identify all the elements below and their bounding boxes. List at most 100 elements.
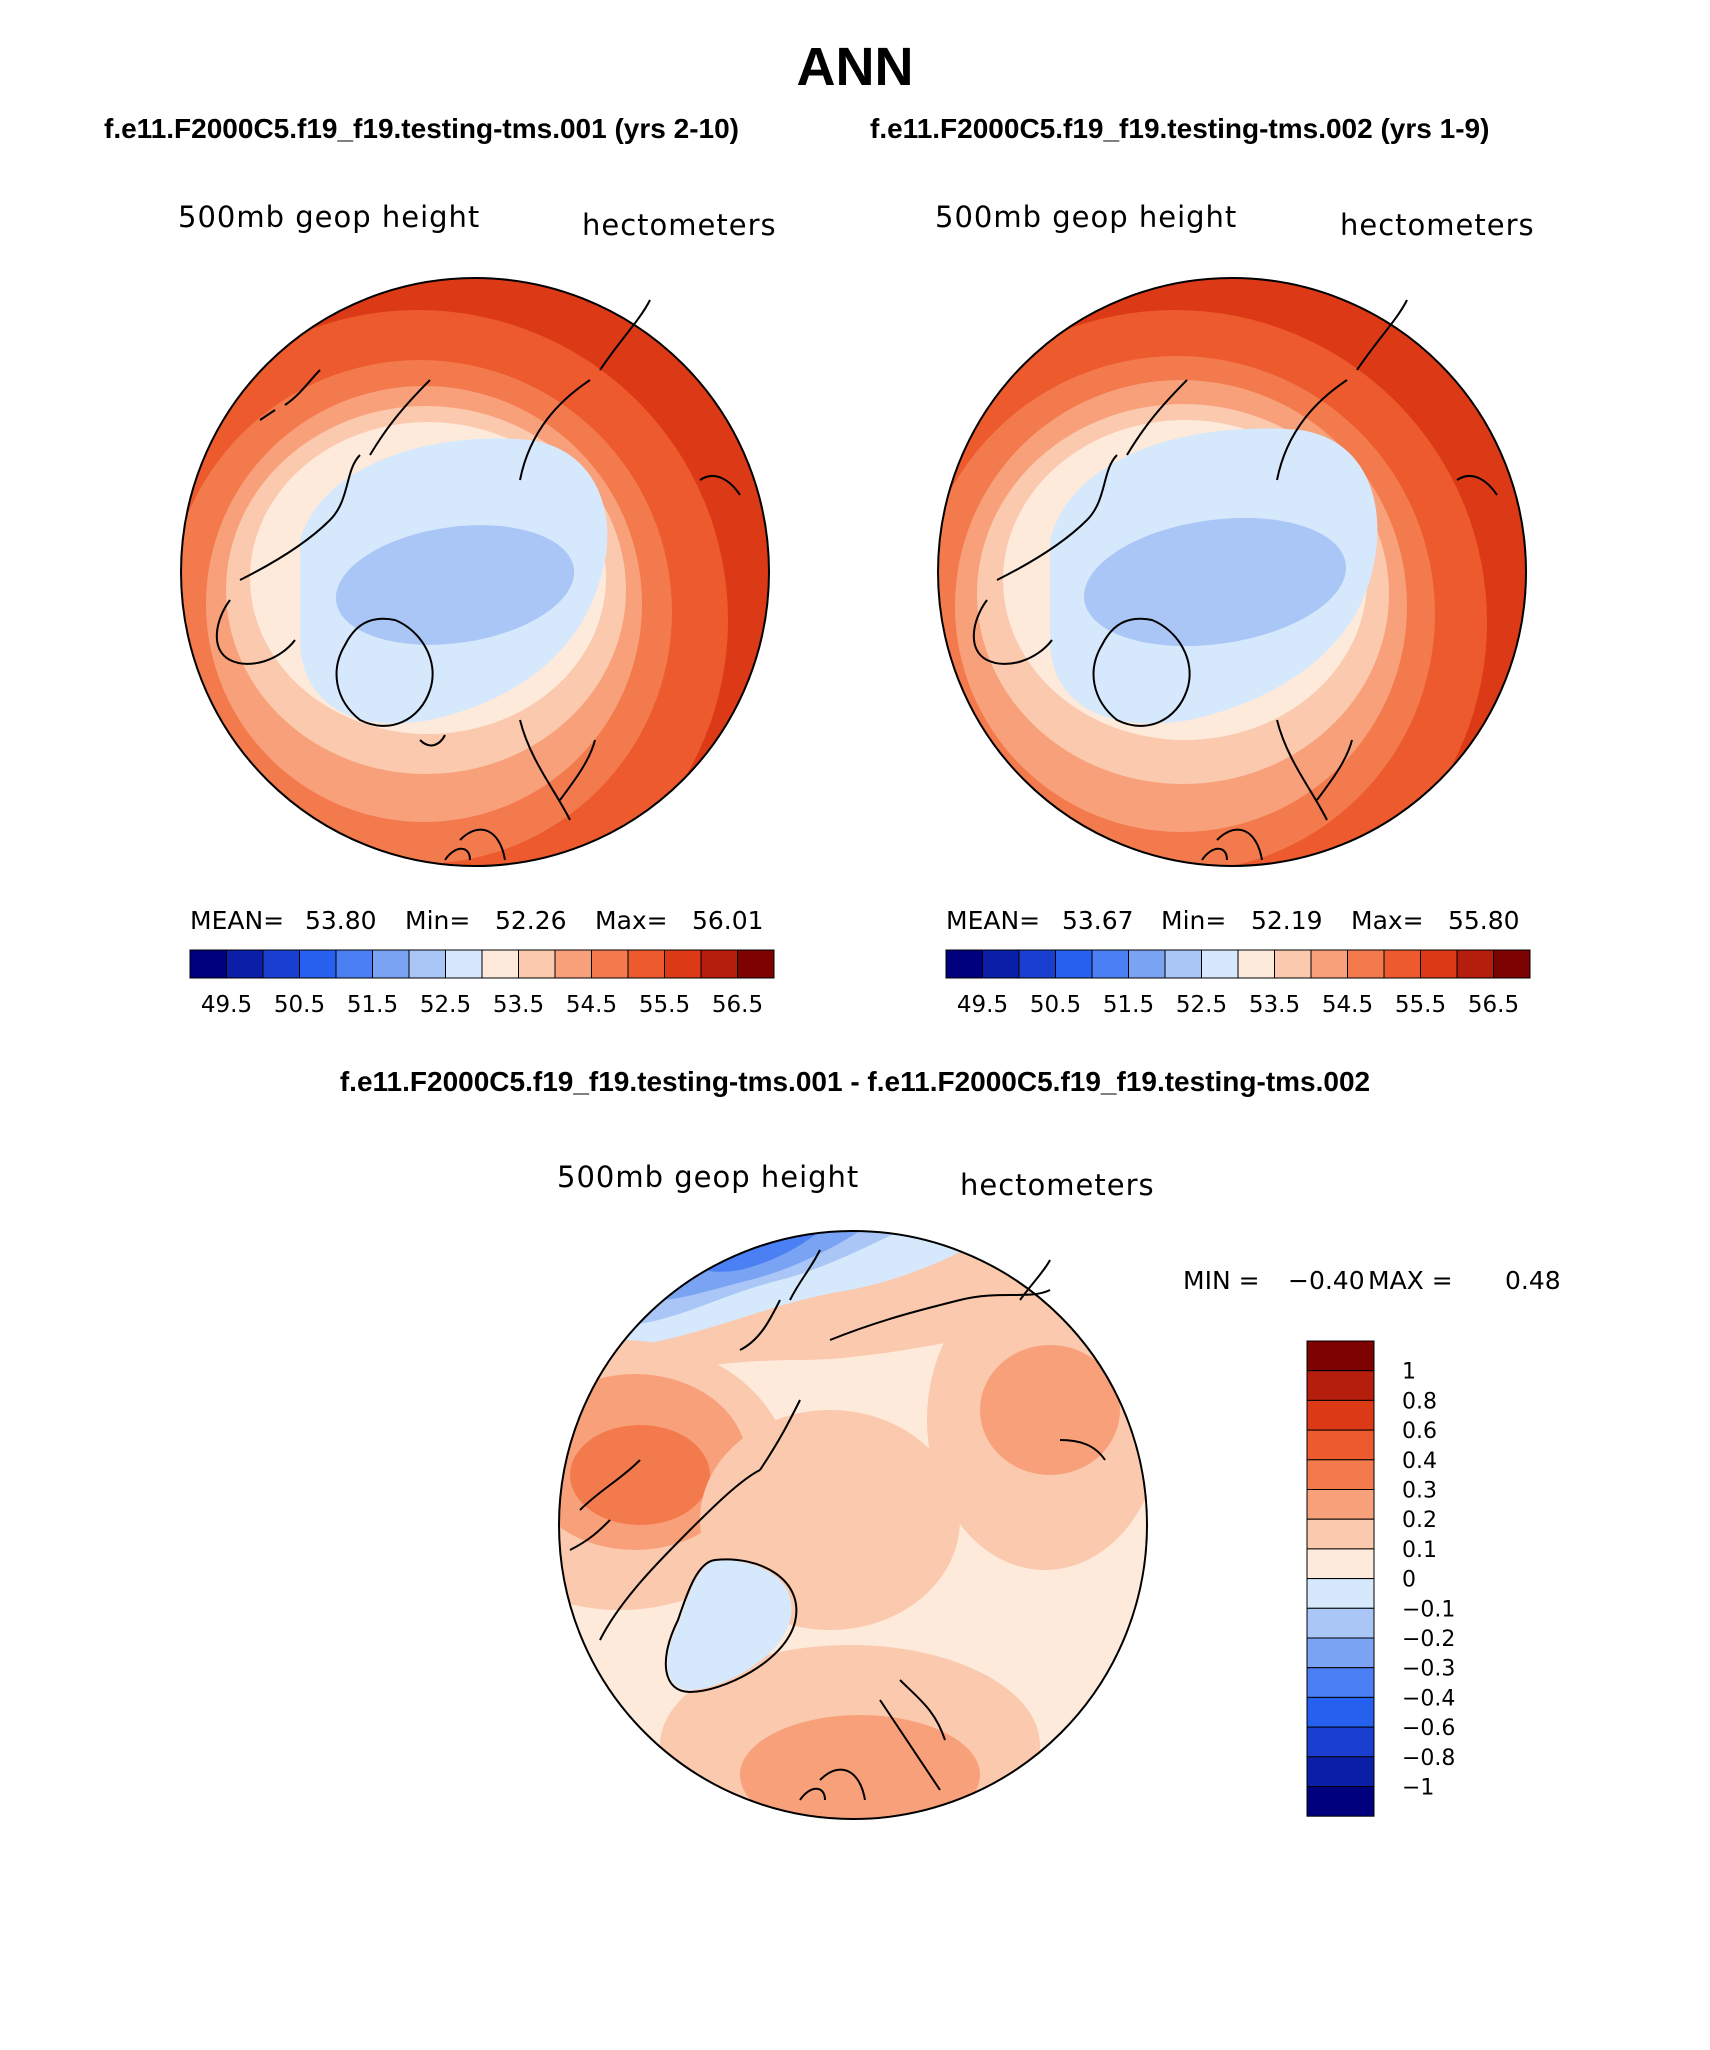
case-1-colorbar-box xyxy=(372,949,410,979)
case-2-title: f.e11.F2000C5.f19_f19.testing-tms.002 (y… xyxy=(870,113,1490,144)
difference-colorbar-tick-label: −0.6 xyxy=(1402,1716,1455,1741)
case-2-colorbar-box xyxy=(1018,949,1056,979)
case-2-colorbar-tick-label: 52.5 xyxy=(1176,992,1227,1018)
case-2-map-border xyxy=(937,277,1527,867)
case-1-colorbar-box xyxy=(554,949,592,979)
case-2-colorbar-box xyxy=(1456,949,1494,979)
case-2-colorbar-tick-label: 49.5 xyxy=(957,992,1008,1018)
case-2-colorbar: 49.5 50.5 51.5 52.5 53.5 54.5 55.5 56.5 xyxy=(945,949,1531,1018)
difference-colorbar-box xyxy=(1306,1667,1375,1698)
difference-colorbar-tick-label: 0 xyxy=(1402,1568,1416,1593)
difference-colorbar-tick-label: −0.2 xyxy=(1402,1627,1455,1652)
case-2-map xyxy=(938,278,1526,866)
case-1-colorbar-tick-label: 54.5 xyxy=(566,992,617,1018)
case-1-colorbar-tick-label: 51.5 xyxy=(347,992,398,1018)
case-1-units-label: hectometers xyxy=(582,208,777,242)
case-2-colorbar-tick-label: 51.5 xyxy=(1103,992,1154,1018)
case-2-colorbar-box xyxy=(1055,949,1093,979)
case-1-colorbar-box xyxy=(262,949,300,979)
case-1-variable-label: 500mb geop height xyxy=(178,200,481,234)
difference-colorbar-tick-label: −0.3 xyxy=(1402,1657,1455,1682)
case-2-colorbar-box xyxy=(1128,949,1166,979)
difference-colorbar-box xyxy=(1306,1489,1375,1520)
case-1-map-border xyxy=(180,277,770,867)
difference-colorbar-box xyxy=(1306,1429,1375,1461)
case-1-colorbar-box xyxy=(664,949,702,979)
case-1-colorbar-box xyxy=(591,949,629,979)
difference-colorbar-tick-label: −1 xyxy=(1402,1776,1434,1801)
case-2-colorbar-tick-label: 54.5 xyxy=(1322,992,1373,1018)
case-1-colorbar-box xyxy=(627,949,665,979)
case-2-colorbar-box xyxy=(1237,949,1275,979)
case-1-colorbar-tick-label: 55.5 xyxy=(639,992,690,1018)
case-1-colorbar-tick-label: 53.5 xyxy=(493,992,544,1018)
case-1-colorbar-box xyxy=(518,949,556,979)
difference-units-label: hectometers xyxy=(960,1168,1155,1202)
difference-coastlines xyxy=(569,1249,1106,1801)
difference-max-label: MAX = xyxy=(1368,1266,1453,1295)
case-2-colorbar-tick-label: 55.5 xyxy=(1395,992,1446,1018)
difference-colorbar-tick-label: −0.1 xyxy=(1402,1597,1455,1622)
case-1-min-label: Min= xyxy=(405,906,471,935)
difference-min-value: −0.40 xyxy=(1288,1266,1365,1295)
difference-colorbar-box xyxy=(1306,1786,1375,1817)
case-2-colorbar-box xyxy=(1164,949,1202,979)
case-1-colorbar-box xyxy=(737,949,775,979)
case-1-min-value: 52.26 xyxy=(495,906,567,935)
case-2-colorbar-box xyxy=(1274,949,1312,979)
difference-map-border xyxy=(558,1230,1148,1820)
case-2-colorbar-tick-label: 56.5 xyxy=(1468,992,1519,1018)
difference-colorbar-box xyxy=(1306,1696,1375,1728)
case-2-colorbar-tick-label: 50.5 xyxy=(1030,992,1081,1018)
difference-map xyxy=(559,1231,1147,1819)
case-1-max-label: Max= xyxy=(595,906,668,935)
difference-colorbar-box xyxy=(1306,1548,1375,1580)
difference-colorbar-box xyxy=(1306,1607,1375,1639)
case-2-max-label: Max= xyxy=(1351,906,1424,935)
case-1-title: f.e11.F2000C5.f19_f19.testing-tms.001 (y… xyxy=(104,113,739,144)
case-1-colorbar-tick-label: 50.5 xyxy=(274,992,325,1018)
case-2-colorbar-box xyxy=(1310,949,1348,979)
case-2-colorbar-box xyxy=(1201,949,1239,979)
case-1-colorbar-box xyxy=(408,949,446,979)
case-1-max-value: 56.01 xyxy=(692,906,764,935)
case-2-units-label: hectometers xyxy=(1340,208,1535,242)
case-1-mean-value: 53.80 xyxy=(305,906,377,935)
case-1-colorbar-box xyxy=(226,949,264,979)
case-2-max-value: 55.80 xyxy=(1448,906,1520,935)
difference-colorbar-tick-label: 0.1 xyxy=(1402,1538,1437,1563)
difference-colorbar-tick-label: 0.8 xyxy=(1402,1389,1437,1414)
difference-colorbar-box xyxy=(1306,1578,1375,1609)
case-2-colorbar-box xyxy=(982,949,1020,979)
figure-title: ANN xyxy=(796,37,914,97)
case-2-variable-label: 500mb geop height xyxy=(935,200,1238,234)
case-2-min-value: 52.19 xyxy=(1251,906,1323,935)
case-1-map xyxy=(181,278,769,866)
difference-colorbar-tick-label: 0.6 xyxy=(1402,1419,1437,1444)
case-2-colorbar-tick-label: 53.5 xyxy=(1249,992,1300,1018)
difference-max-value: 0.48 xyxy=(1505,1266,1561,1295)
case-2-mean-label: MEAN= xyxy=(946,906,1041,935)
case-1-colorbar-tick-label: 49.5 xyxy=(201,992,252,1018)
case-2-min-label: Min= xyxy=(1161,906,1227,935)
case-2-mean-value: 53.67 xyxy=(1062,906,1134,935)
case-1-colorbar-box xyxy=(335,949,373,979)
case-2-coastlines xyxy=(972,299,1498,861)
difference-colorbar-box xyxy=(1306,1399,1375,1431)
case-2-colorbar-box xyxy=(1347,949,1385,979)
case-1-colorbar-box xyxy=(700,949,738,979)
difference-colorbar-tick-label: −0.4 xyxy=(1402,1686,1455,1711)
case-1-colorbar-box xyxy=(299,949,337,979)
case-1-colorbar-box xyxy=(481,949,519,979)
case-2-colorbar-box xyxy=(1091,949,1129,979)
difference-min-label: MIN = xyxy=(1183,1266,1260,1295)
difference-title: f.e11.F2000C5.f19_f19.testing-tms.001 - … xyxy=(339,1066,1371,1097)
case-1-colorbar-tick-label: 56.5 xyxy=(712,992,763,1018)
case-2-colorbar-box xyxy=(1383,949,1421,979)
case-1-coastlines xyxy=(215,299,741,861)
difference-colorbar-tick-label: −0.8 xyxy=(1402,1746,1455,1771)
case-1-colorbar: 49.5 50.5 51.5 52.5 53.5 54.5 55.5 56.5 xyxy=(189,949,775,1018)
difference-colorbar-box xyxy=(1306,1726,1375,1758)
case-2-colorbar-box xyxy=(1420,949,1458,979)
